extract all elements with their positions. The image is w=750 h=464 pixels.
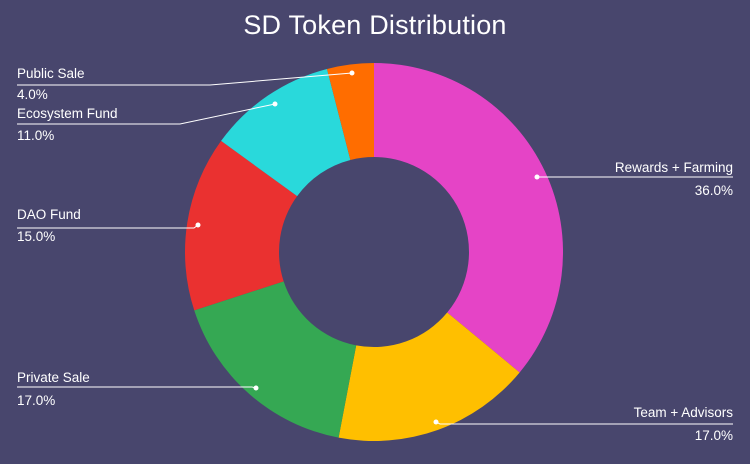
leader-line-ecosystem-fund (17, 103, 276, 125)
value-dao-fund: 15.0% (17, 229, 55, 244)
label-private-sale: Private Sale (17, 370, 90, 385)
slice-rewards-farming (374, 63, 563, 373)
leader-dot-dao-fund (195, 222, 201, 228)
value-private-sale: 17.0% (17, 393, 55, 408)
leader-dot-public-sale (349, 70, 355, 76)
chart-title: SD Token Distribution (243, 10, 507, 40)
leader-dot-team-advisors (433, 419, 439, 425)
value-public-sale: 4.0% (17, 87, 48, 102)
value-team-advisors: 17.0% (695, 428, 733, 443)
value-ecosystem-fund: 11.0% (17, 128, 54, 143)
label-public-sale: Public Sale (17, 66, 85, 81)
leader-line-dao-fund (17, 224, 199, 229)
leader-dot-rewards-farming (534, 174, 540, 180)
leader-dot-private-sale (253, 385, 259, 391)
leader-line-team-advisors (435, 421, 733, 425)
label-dao-fund: DAO Fund (17, 207, 81, 222)
leader-line-public-sale (17, 72, 353, 86)
value-rewards-farming: 36.0% (695, 183, 733, 198)
slice-team-advisors (338, 312, 520, 441)
leader-line-private-sale (17, 386, 257, 389)
slice-ecosystem-fund (221, 68, 351, 197)
label-rewards-farming: Rewards + Farming (615, 160, 733, 175)
slice-private-sale (194, 281, 357, 438)
label-team-advisors: Team + Advisors (634, 405, 734, 420)
slice-public-sale (326, 63, 374, 160)
slice-dao-fund (185, 140, 298, 311)
label-ecosystem-fund: Ecosystem Fund (17, 106, 118, 121)
leader-dot-ecosystem-fund (272, 101, 278, 107)
